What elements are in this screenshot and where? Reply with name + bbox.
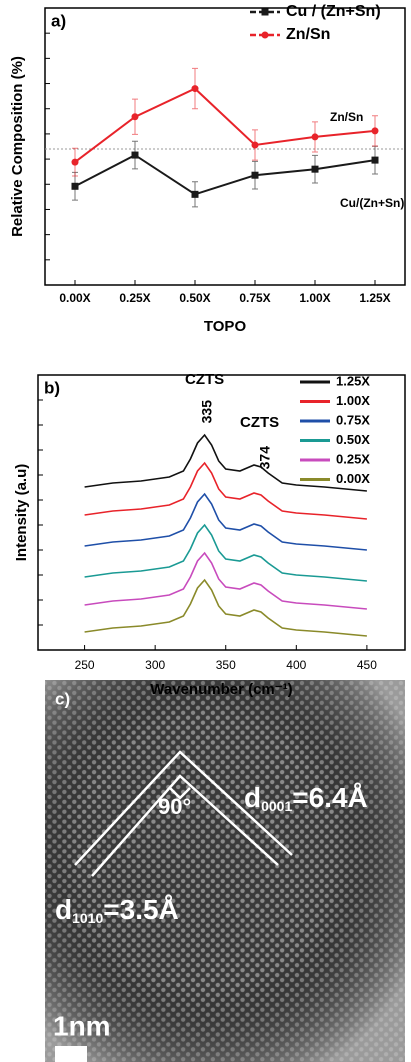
marker (131, 151, 139, 159)
x-tick-label: 0.00X (59, 291, 90, 305)
series-line (74, 87, 376, 163)
marker (251, 141, 259, 149)
legend-label: 0.75X (336, 412, 370, 427)
d-spacing-label: d0001=6.4Å (244, 782, 368, 813)
panel-label: c) (55, 689, 70, 708)
x-tick-label: 1.25X (359, 291, 390, 305)
marker (311, 133, 319, 141)
scale-bar-label: 1nm (53, 1010, 111, 1041)
annotation: Zn/Sn (330, 110, 363, 124)
marker (371, 127, 379, 135)
x-tick-label: 350 (216, 658, 236, 672)
annotation: Cu/(Zn+Sn) (340, 196, 404, 210)
plot-frame (37, 374, 406, 651)
x-tick-label: 0.25X (119, 291, 150, 305)
plot-frame (44, 7, 406, 286)
panel-label: b) (44, 378, 60, 397)
x-tick-label: 300 (145, 658, 165, 672)
legend-label: 0.25X (336, 451, 370, 466)
legend-label: 0.50X (336, 432, 370, 447)
x-axis-label: TOPO (204, 318, 247, 335)
d-symbol: d (244, 782, 261, 813)
d-index: 0001 (261, 798, 292, 814)
marker (71, 182, 79, 190)
x-tick-label: 400 (286, 658, 306, 672)
legend-label: 1.00X (336, 393, 370, 408)
marker (191, 85, 199, 93)
marker (71, 158, 79, 166)
legend-marker (261, 8, 269, 16)
series-line (84, 433, 367, 492)
legend-label: Cu / (Zn+Sn) (286, 3, 381, 20)
d-symbol: d (55, 894, 72, 925)
legend-label: 1.25X (336, 373, 370, 388)
annotation: CZTS (185, 371, 224, 388)
legend-label: Zn/Sn (286, 26, 330, 43)
series-line (84, 578, 367, 637)
d-value: =3.5Å (103, 894, 179, 925)
marker (311, 165, 319, 173)
d-value: =6.4Å (292, 782, 368, 813)
panel-label: a) (51, 11, 66, 30)
marker (371, 156, 379, 164)
d-spacing-label: d1010=3.5Å (55, 894, 179, 925)
x-axis-label: Wavenumber (cm⁻¹) (150, 681, 292, 698)
series-line (84, 523, 367, 582)
x-tick-label: 0.50X (179, 291, 210, 305)
marker (251, 171, 259, 179)
annotation: 374 (257, 446, 273, 470)
legend-marker (261, 31, 269, 39)
x-tick-label: 250 (75, 658, 95, 672)
d-index: 1010 (72, 910, 103, 926)
marker (191, 190, 199, 198)
legend-label: 0.00X (336, 471, 370, 486)
marker (131, 113, 139, 121)
y-axis-label: Intensity (a.u) (13, 464, 30, 562)
series-line (84, 461, 367, 520)
x-tick-label: 450 (357, 658, 377, 672)
series-line (84, 551, 367, 610)
series-line (74, 153, 376, 196)
series-line (84, 492, 367, 551)
x-tick-label: 1.00X (299, 291, 330, 305)
angle-label: 90° (158, 794, 191, 819)
annotation: CZTS (240, 414, 279, 431)
x-tick-label: 0.75X (239, 291, 270, 305)
tem-image: c) 90° d0001=6.4Å d1010=3.5Å 1nm (45, 680, 405, 1062)
y-axis-label: Relative Composition (%) (9, 56, 26, 237)
annotation: 335 (199, 400, 215, 424)
